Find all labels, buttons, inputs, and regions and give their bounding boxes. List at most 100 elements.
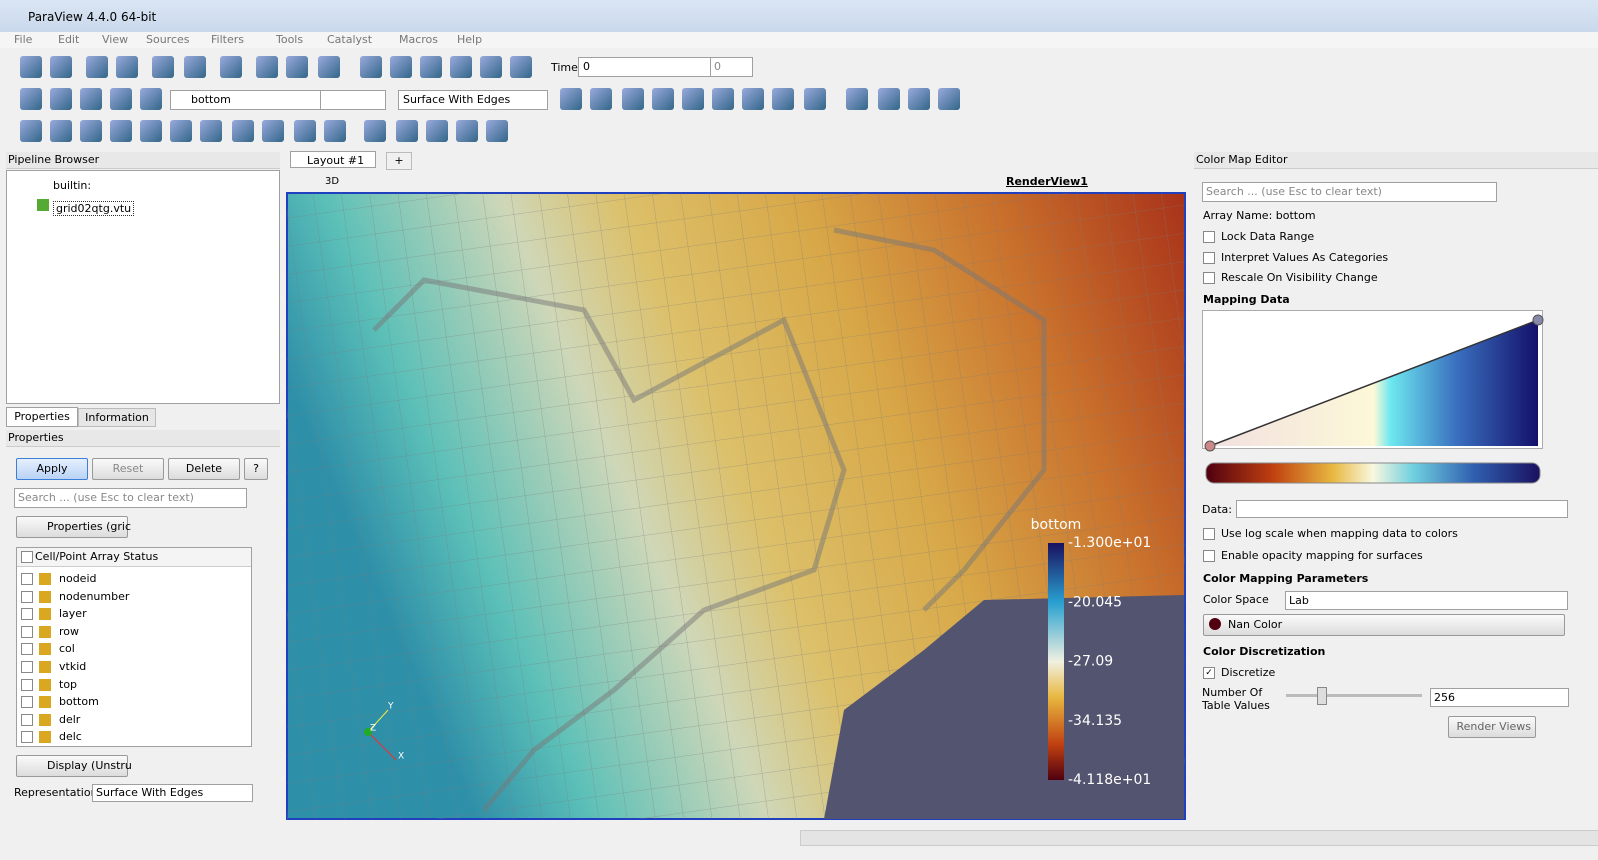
add-tab[interactable]: + bbox=[386, 152, 412, 170]
transfer-function-editor[interactable] bbox=[1202, 310, 1546, 490]
toolbar-button[interactable] bbox=[140, 120, 162, 142]
toolbar-button[interactable] bbox=[262, 120, 284, 142]
menu-item[interactable]: Edit bbox=[58, 33, 80, 46]
toolbar-button[interactable] bbox=[878, 88, 900, 110]
toolbar-button[interactable] bbox=[742, 88, 764, 110]
toolbar-button[interactable] bbox=[184, 56, 206, 78]
array-row[interactable]: nodeid bbox=[21, 572, 97, 585]
toolbar-button[interactable] bbox=[152, 56, 174, 78]
layout-tab[interactable]: Layout #1 bbox=[290, 151, 376, 168]
color-space-select[interactable]: Lab bbox=[1285, 591, 1568, 610]
menu-item[interactable]: Catalyst bbox=[327, 33, 373, 46]
toolbar-button[interactable] bbox=[846, 88, 868, 110]
toolbar-button[interactable] bbox=[110, 120, 132, 142]
toolbar-button[interactable] bbox=[318, 56, 340, 78]
array-select[interactable]: bottom bbox=[170, 90, 336, 110]
component-select[interactable] bbox=[320, 90, 386, 110]
menu-item[interactable]: View bbox=[102, 33, 129, 46]
toolbar-button[interactable] bbox=[20, 88, 42, 110]
toolbar-button[interactable] bbox=[560, 88, 582, 110]
array-row[interactable]: bottom bbox=[21, 695, 99, 709]
search-box[interactable]: Search ... (use Esc to clear text) bbox=[14, 488, 247, 508]
array-row[interactable]: layer bbox=[21, 607, 87, 621]
toolbar-button[interactable] bbox=[256, 56, 278, 78]
toolbar-button[interactable] bbox=[80, 88, 102, 110]
toolbar-button[interactable] bbox=[286, 56, 308, 78]
toolbar-button[interactable] bbox=[682, 88, 704, 110]
reset-button[interactable]: Reset bbox=[92, 458, 164, 480]
menu-item[interactable]: Help bbox=[457, 33, 483, 46]
array-row[interactable]: nodenumber bbox=[21, 590, 129, 603]
menu-item[interactable]: Filters bbox=[211, 33, 244, 46]
time-input[interactable]: 0 bbox=[578, 57, 712, 77]
toolbar-button[interactable] bbox=[170, 120, 192, 142]
representation-select[interactable]: Surface With Edges bbox=[398, 90, 548, 110]
pipeline-item[interactable]: builtin: bbox=[53, 179, 92, 192]
slider-track[interactable] bbox=[1286, 694, 1422, 697]
array-row[interactable]: vtkid bbox=[21, 660, 86, 673]
array-row[interactable]: row bbox=[21, 625, 79, 638]
toolbar-button[interactable] bbox=[938, 88, 960, 110]
toolbar-button[interactable] bbox=[140, 88, 162, 110]
pipeline-item[interactable]: grid02qtg.vtu bbox=[53, 201, 135, 216]
toolbar-button[interactable] bbox=[200, 120, 222, 142]
toolbar-button[interactable] bbox=[426, 120, 448, 142]
toolbar-button[interactable] bbox=[420, 56, 442, 78]
toolbar-button[interactable] bbox=[510, 56, 532, 78]
array-row[interactable]: delc bbox=[21, 730, 82, 744]
help-button[interactable]: ? bbox=[244, 458, 268, 480]
nan-color-button[interactable]: Nan Color bbox=[1203, 614, 1565, 636]
toolbar-button[interactable] bbox=[480, 56, 502, 78]
mode-button[interactable]: 3D bbox=[325, 176, 340, 187]
toolbar-button[interactable] bbox=[450, 56, 472, 78]
data-input[interactable] bbox=[1236, 500, 1568, 518]
array-row[interactable]: delr bbox=[21, 713, 80, 726]
toolbar-button[interactable] bbox=[396, 120, 418, 142]
toolbar-button[interactable] bbox=[652, 88, 674, 110]
toolbar-button[interactable] bbox=[50, 88, 72, 110]
toolbar-button[interactable] bbox=[80, 120, 102, 142]
search-box[interactable]: Search ... (use Esc to clear text) bbox=[1202, 182, 1497, 202]
array-row[interactable]: col bbox=[21, 642, 75, 656]
toolbar-button[interactable] bbox=[456, 120, 478, 142]
representation-select[interactable]: Surface With Edges bbox=[92, 784, 253, 802]
tab[interactable]: Information bbox=[78, 408, 156, 427]
toolbar-button[interactable] bbox=[232, 120, 254, 142]
toolbar-button[interactable] bbox=[908, 88, 930, 110]
toolbar-button[interactable] bbox=[590, 88, 612, 110]
section-button[interactable]: Display (Unstru bbox=[16, 755, 132, 777]
apply-button[interactable]: Apply bbox=[16, 458, 88, 480]
toolbar-button[interactable] bbox=[110, 88, 132, 110]
menu-item[interactable]: Macros bbox=[399, 33, 439, 46]
menu-item[interactable]: File bbox=[14, 33, 33, 46]
checkbox-option[interactable]: Interpret Values As Categories bbox=[1203, 251, 1388, 264]
checkbox-option[interactable]: Rescale On Visibility Change bbox=[1203, 271, 1378, 284]
array-row[interactable]: top bbox=[21, 678, 77, 691]
tab[interactable]: Properties bbox=[6, 407, 78, 427]
discretize-option[interactable]: ✓ Discretize bbox=[1203, 666, 1275, 679]
toolbar-button[interactable] bbox=[220, 56, 242, 78]
toolbar-button[interactable] bbox=[622, 88, 644, 110]
toolbar-button[interactable] bbox=[390, 56, 412, 78]
toolbar-button[interactable] bbox=[360, 56, 382, 78]
render-views-button[interactable]: Render Views bbox=[1448, 716, 1536, 738]
checkbox-option[interactable]: Enable opacity mapping for surfaces bbox=[1203, 549, 1423, 562]
toolbar-button[interactable] bbox=[772, 88, 794, 110]
slider-handle[interactable] bbox=[1317, 687, 1327, 705]
toolbar-button[interactable] bbox=[486, 120, 508, 142]
toolbar-button[interactable] bbox=[116, 56, 138, 78]
toolbar-button[interactable] bbox=[86, 56, 108, 78]
toolbar-button[interactable] bbox=[50, 56, 72, 78]
delete-button[interactable]: Delete bbox=[168, 458, 240, 480]
time-step[interactable]: 0 bbox=[710, 57, 753, 77]
toolbar-button[interactable] bbox=[294, 120, 316, 142]
toolbar-button[interactable] bbox=[20, 120, 42, 142]
menu-item[interactable]: Tools bbox=[276, 33, 304, 46]
toolbar-button[interactable] bbox=[324, 120, 346, 142]
checkbox-option[interactable]: Lock Data Range bbox=[1203, 230, 1314, 243]
toolbar-button[interactable] bbox=[20, 56, 42, 78]
toolbar-button[interactable] bbox=[712, 88, 734, 110]
menu-item[interactable]: Sources bbox=[146, 33, 190, 46]
section-button[interactable]: Properties (gric bbox=[16, 516, 131, 538]
toolbar-button[interactable] bbox=[364, 120, 386, 142]
